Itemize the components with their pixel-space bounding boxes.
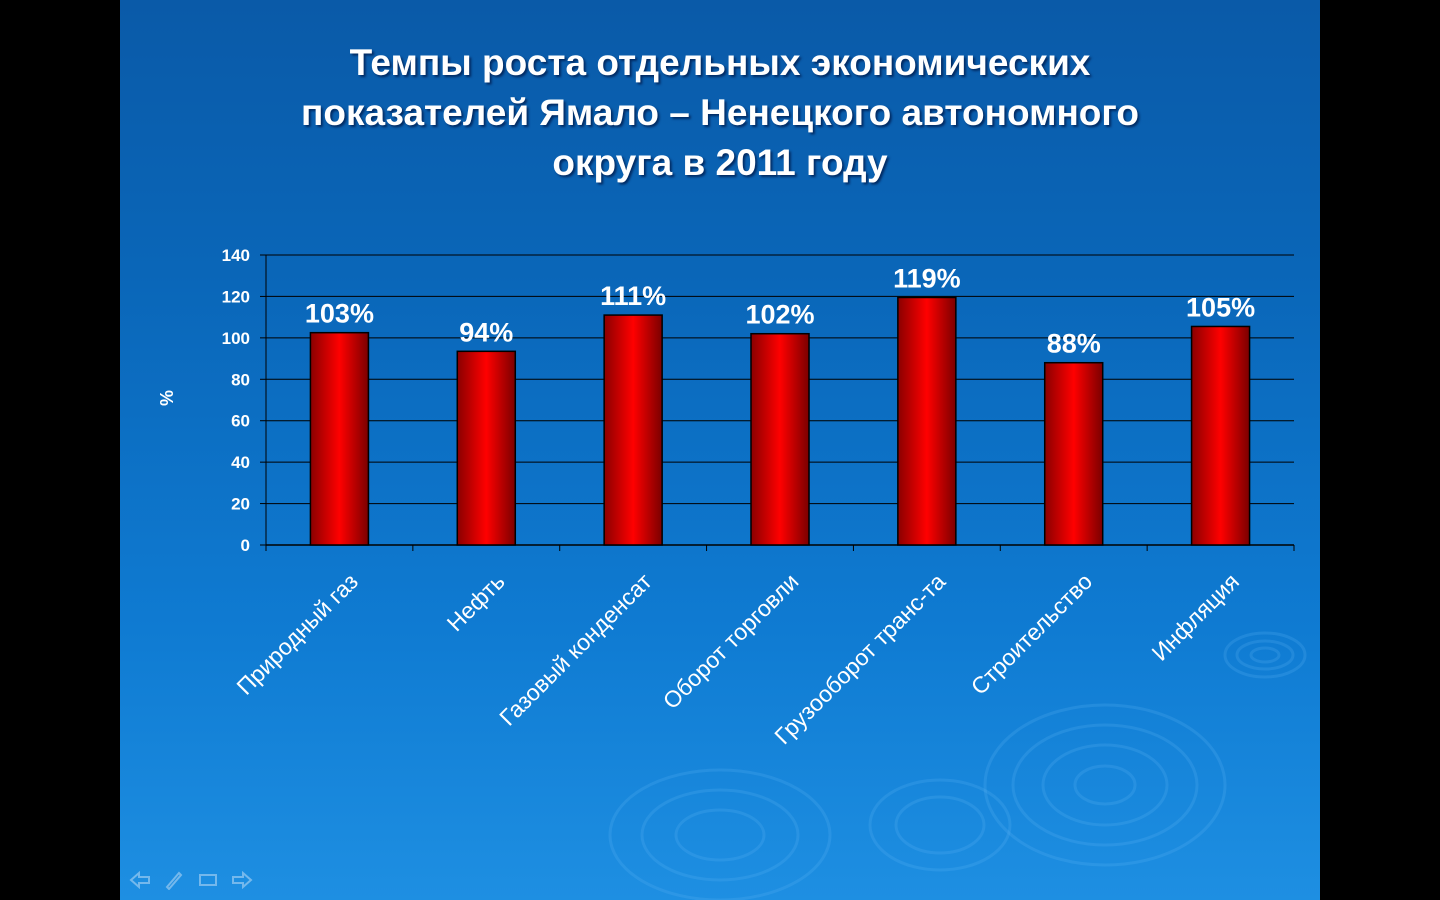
y-tick-label: 0 (241, 536, 250, 555)
data-label: 88% (1047, 329, 1101, 359)
data-label: 102% (745, 300, 814, 330)
prev-slide-button[interactable] (128, 868, 152, 892)
arrow-left-icon (129, 871, 150, 889)
bar (750, 332, 810, 546)
y-tick-label: 100 (222, 329, 250, 348)
x-tick-label: Газовый конденсат (494, 568, 657, 731)
data-label: 103% (305, 299, 374, 329)
bar (1190, 325, 1251, 546)
y-axis-title: % (157, 390, 177, 406)
y-tick-label: 140 (222, 246, 250, 265)
next-slide-button[interactable] (230, 868, 254, 892)
title-line-3: округа в 2011 году (552, 142, 888, 183)
bar (897, 296, 957, 546)
ripple-decoration (608, 631, 1307, 900)
data-label: 94% (459, 317, 513, 347)
title-line-2: показателей Ямало – Ненецкого автономног… (301, 92, 1139, 133)
data-label: 111% (600, 281, 666, 311)
x-tick-label: Природный газ (231, 568, 363, 700)
slide-menu-button[interactable] (196, 868, 220, 892)
x-tick-label: Грузооборот транс-та (769, 568, 950, 749)
bar-chart: 0 20 40 60 80 100 120 140% 103% Природный газ 94% Н… (157, 246, 1295, 749)
data-label: 105% (1186, 292, 1255, 322)
data-label: 119% (893, 263, 961, 293)
title-line-1: Темпы роста отдельных экономических (349, 42, 1091, 83)
slide-title: Темпы роста отдельных экономических пока… (120, 38, 1320, 188)
y-tick-label: 60 (231, 412, 250, 431)
arrow-right-icon (232, 871, 253, 889)
bar (603, 314, 663, 546)
y-tick-label: 80 (231, 370, 250, 389)
y-tick-label: 20 (231, 495, 250, 514)
pen-button[interactable] (162, 868, 186, 892)
bar (309, 331, 370, 546)
y-tick-label: 120 (222, 287, 250, 306)
x-tick-label: Инфляция (1147, 568, 1245, 666)
slide: Темпы роста отдельных экономических пока… (120, 0, 1320, 900)
bar (456, 350, 517, 546)
pen-icon (165, 871, 183, 890)
x-tick-label: Строительство (966, 568, 1098, 700)
x-tick-label: Оборот торговли (658, 568, 804, 714)
screen-icon (199, 874, 217, 886)
slideshow-nav (128, 868, 254, 892)
y-tick-label: 40 (231, 453, 250, 472)
bar (1043, 361, 1104, 546)
x-tick-label: Нефть (442, 568, 510, 636)
